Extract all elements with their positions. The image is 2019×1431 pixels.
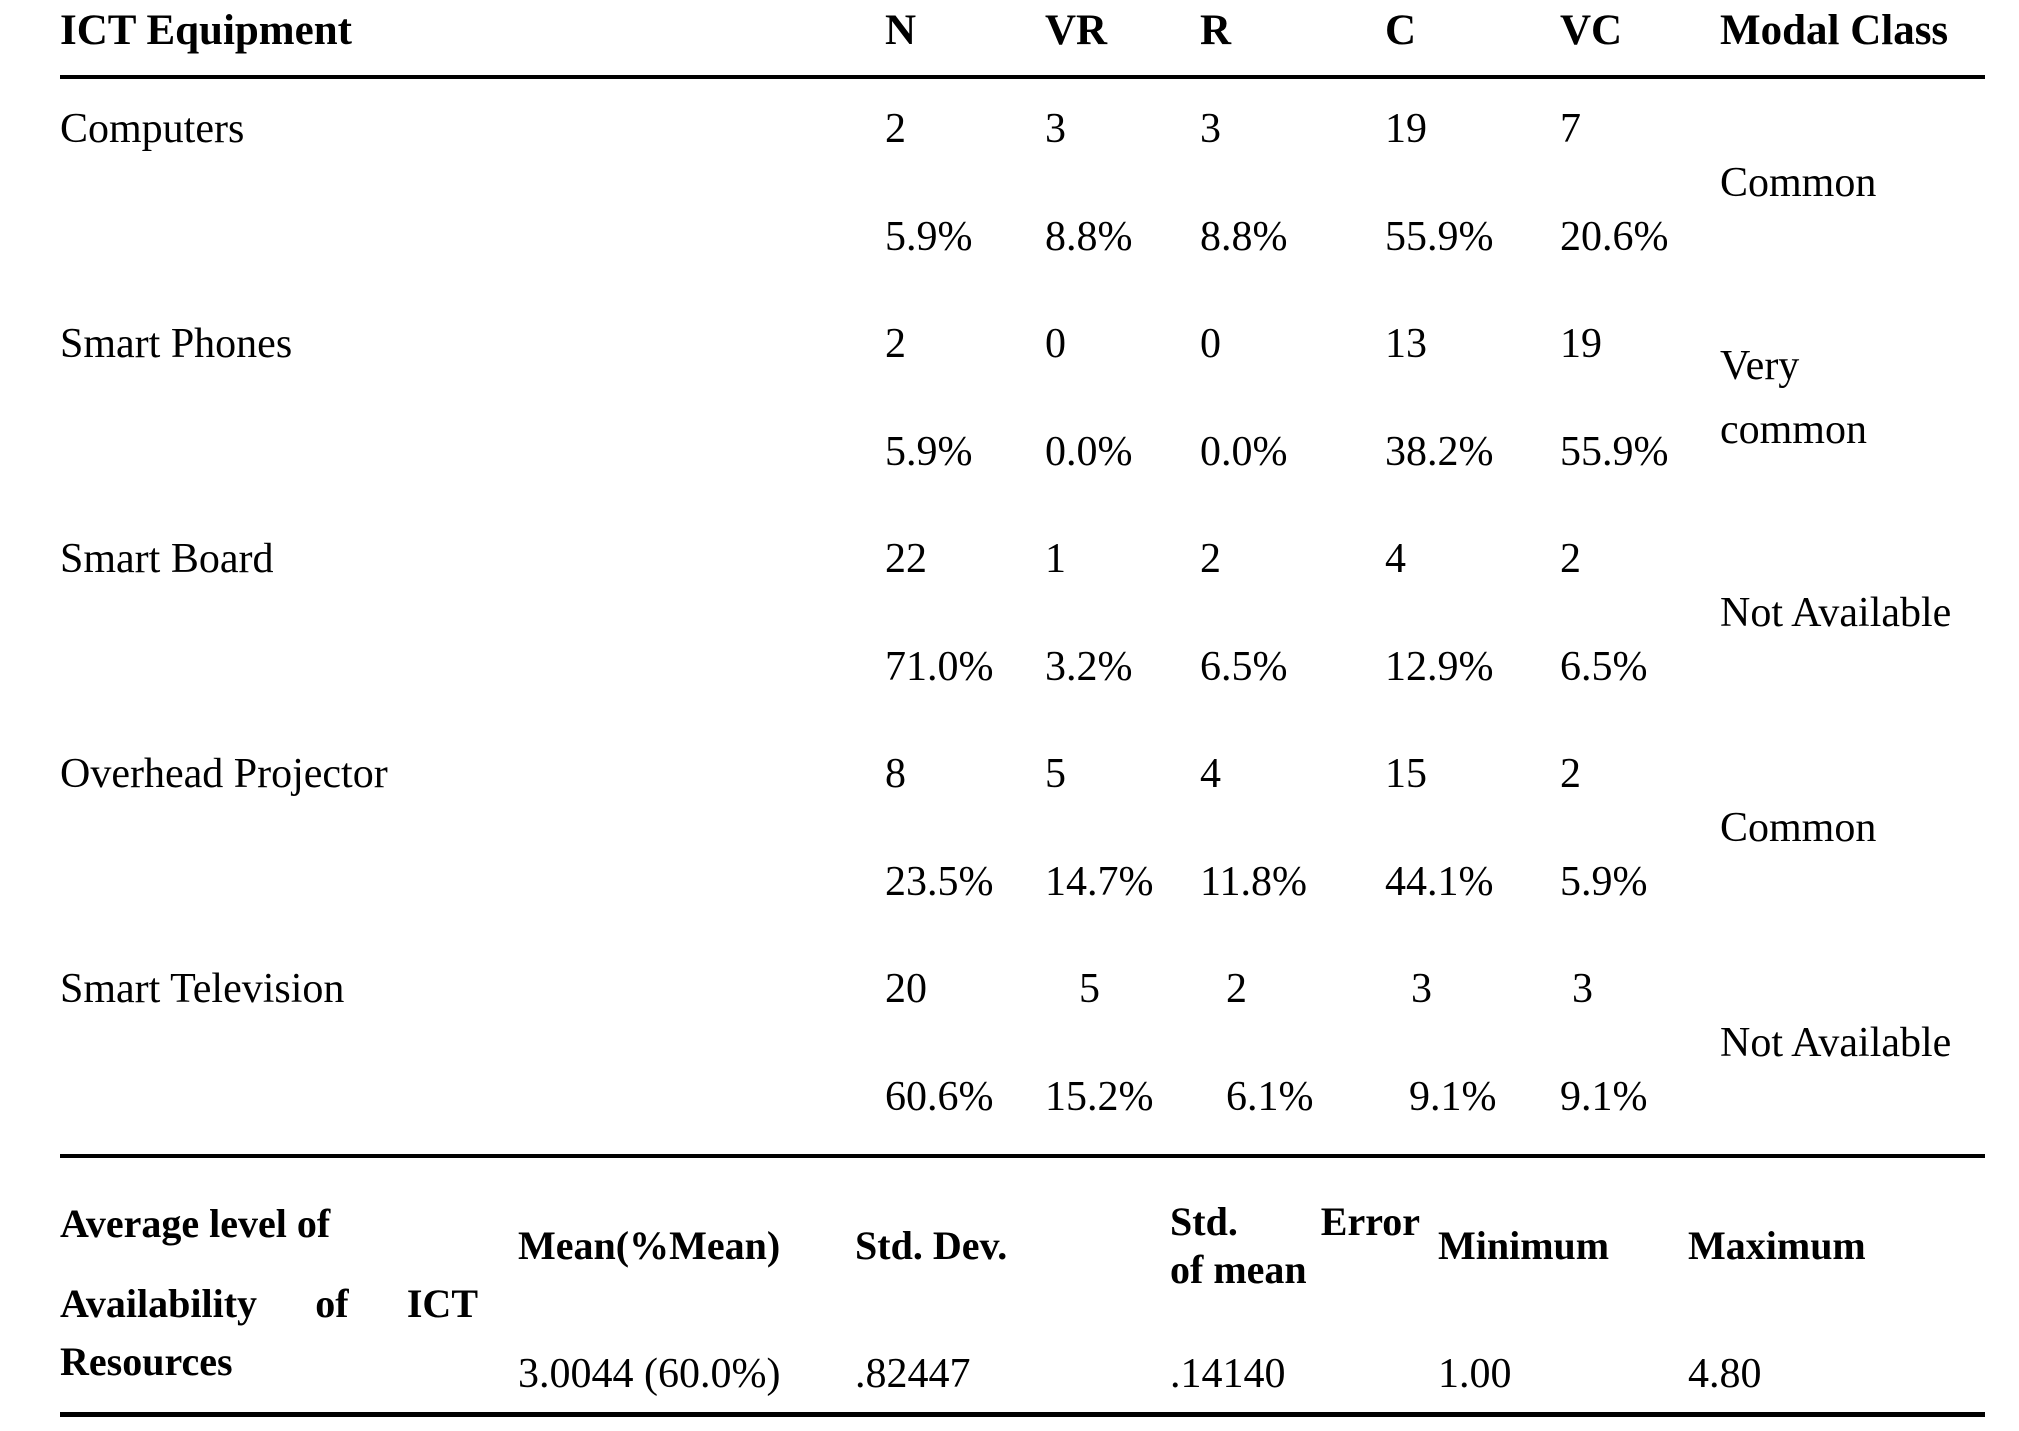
value-std-error: .14140 [1170,1351,1286,1397]
percent-cell: 38.2% [1385,429,1494,475]
header-c: C [1385,7,1417,54]
table-row-smart-television: Smart Television 20 5 2 3 3 60.6% 15.2% … [60,939,1985,1154]
header-minimum: Minimum [1438,1223,1610,1268]
percent-cell: 5.9% [885,429,973,475]
table-body: Computers 2 3 3 19 7 5.9% 8.8% 8.8% 55.9… [60,79,1985,1158]
count-cell: 0 [1045,321,1066,367]
count-cell: 1 [1045,536,1066,582]
header-modal-class: Modal Class [1720,7,1949,54]
count-cell: 5 [1079,966,1100,1012]
count-cell: 3 [1045,106,1066,152]
value-maximum: 4.80 [1688,1351,1762,1397]
summary-label-word: Availability [60,1281,258,1326]
value-std-dev: .82447 [855,1351,971,1397]
modal-class-cell: Not Available [1720,590,1952,636]
percent-cell: 5.9% [885,214,973,260]
percent-cell: 0.0% [1200,429,1288,475]
count-cell: 2 [885,106,906,152]
modal-class-cell: Very common [1720,343,1867,453]
count-cell: 3 [1572,966,1593,1012]
header-n: N [885,7,917,54]
summary-label-line2: Availability of ICT [60,1280,478,1328]
percent-cell: 9.1% [1409,1074,1497,1120]
summary-label-word: ICT [406,1281,478,1326]
count-cell: 4 [1200,751,1221,797]
header-std-error-of-mean: Std. Error of mean [1170,1198,1420,1294]
header-maximum: Maximum [1688,1223,1866,1268]
count-cell: 19 [1385,106,1427,152]
percent-cell: 9.1% [1560,1074,1648,1120]
summary-section: Average level of Availability of ICT Res… [60,1158,1985,1417]
modal-class-cell: Not Available [1720,1020,1952,1066]
percent-cell: 23.5% [885,859,994,905]
header-std-error-word: Error [1320,1199,1420,1244]
table-row-smart-phones: Smart Phones 2 0 0 13 19 5.9% 0.0% 0.0% … [60,294,1985,509]
percent-cell: 55.9% [1385,214,1494,260]
modal-class-cell: Common [1720,160,1877,206]
count-cell: 15 [1385,751,1427,797]
equipment-name: Overhead Projector [60,751,388,797]
count-cell: 4 [1385,536,1406,582]
modal-class-cell: Common [1720,805,1877,851]
equipment-name: Smart Television [60,966,345,1012]
count-cell: 20 [885,966,927,1012]
count-cell: 2 [1200,536,1221,582]
percent-cell: 5.9% [1560,859,1648,905]
percent-cell: 71.0% [885,644,994,690]
percent-cell: 11.8% [1200,859,1307,905]
header-std-error-line2: of mean [1170,1247,1307,1292]
header-vc: VC [1560,7,1623,54]
header-ict-equipment: ICT Equipment [60,7,352,54]
count-cell: 8 [885,751,906,797]
summary-label-line1: Average level of [60,1201,331,1246]
percent-cell: 8.8% [1045,214,1133,260]
percent-cell: 20.6% [1560,214,1669,260]
summary-label-line3: Resources [60,1339,233,1384]
percent-cell: 6.5% [1560,644,1648,690]
percent-cell: 44.1% [1385,859,1494,905]
header-std-dev: Std. Dev. [855,1223,1008,1268]
count-cell: 2 [1226,966,1247,1012]
percent-cell: 12.9% [1385,644,1494,690]
percent-cell: 6.5% [1200,644,1288,690]
percent-cell: 6.1% [1226,1074,1314,1120]
equipment-name: Computers [60,106,245,152]
count-cell: 2 [1560,751,1581,797]
count-cell: 5 [1045,751,1066,797]
percent-cell: 0.0% [1045,429,1133,475]
percent-cell: 55.9% [1560,429,1669,475]
count-cell: 3 [1200,106,1221,152]
value-mean: 3.0044 (60.0%) [518,1351,781,1397]
value-minimum: 1.00 [1438,1351,1512,1397]
percent-cell: 3.2% [1045,644,1133,690]
count-cell: 13 [1385,321,1427,367]
count-cell: 7 [1560,106,1581,152]
header-r: R [1200,7,1232,54]
header-std-error-word: Std. [1170,1199,1238,1244]
percent-cell: 8.8% [1200,214,1288,260]
table-row-smart-board: Smart Board 22 1 2 4 2 71.0% 3.2% 6.5% 1… [60,509,1985,724]
count-cell: 22 [885,536,927,582]
table-header-row: ICT Equipment N VR R C VC Modal Class [60,0,1985,79]
count-cell: 19 [1560,321,1602,367]
equipment-name: Smart Board [60,536,274,582]
equipment-name: Smart Phones [60,321,293,367]
header-vr: VR [1045,7,1108,54]
percent-cell: 14.7% [1045,859,1154,905]
count-cell: 3 [1411,966,1432,1012]
count-cell: 2 [885,321,906,367]
percent-cell: 15.2% [1045,1074,1154,1120]
header-mean: Mean(%Mean) [518,1223,781,1268]
count-cell: 0 [1200,321,1221,367]
summary-row-label: Average level of Availability of ICT Res… [60,1194,518,1398]
summary-label-word: of [315,1281,349,1326]
percent-cell: 60.6% [885,1074,994,1120]
table-row-computers: Computers 2 3 3 19 7 5.9% 8.8% 8.8% 55.9… [60,79,1985,294]
table-row-overhead-projector: Overhead Projector 8 5 4 15 2 23.5% 14.7… [60,724,1985,939]
count-cell: 2 [1560,536,1581,582]
